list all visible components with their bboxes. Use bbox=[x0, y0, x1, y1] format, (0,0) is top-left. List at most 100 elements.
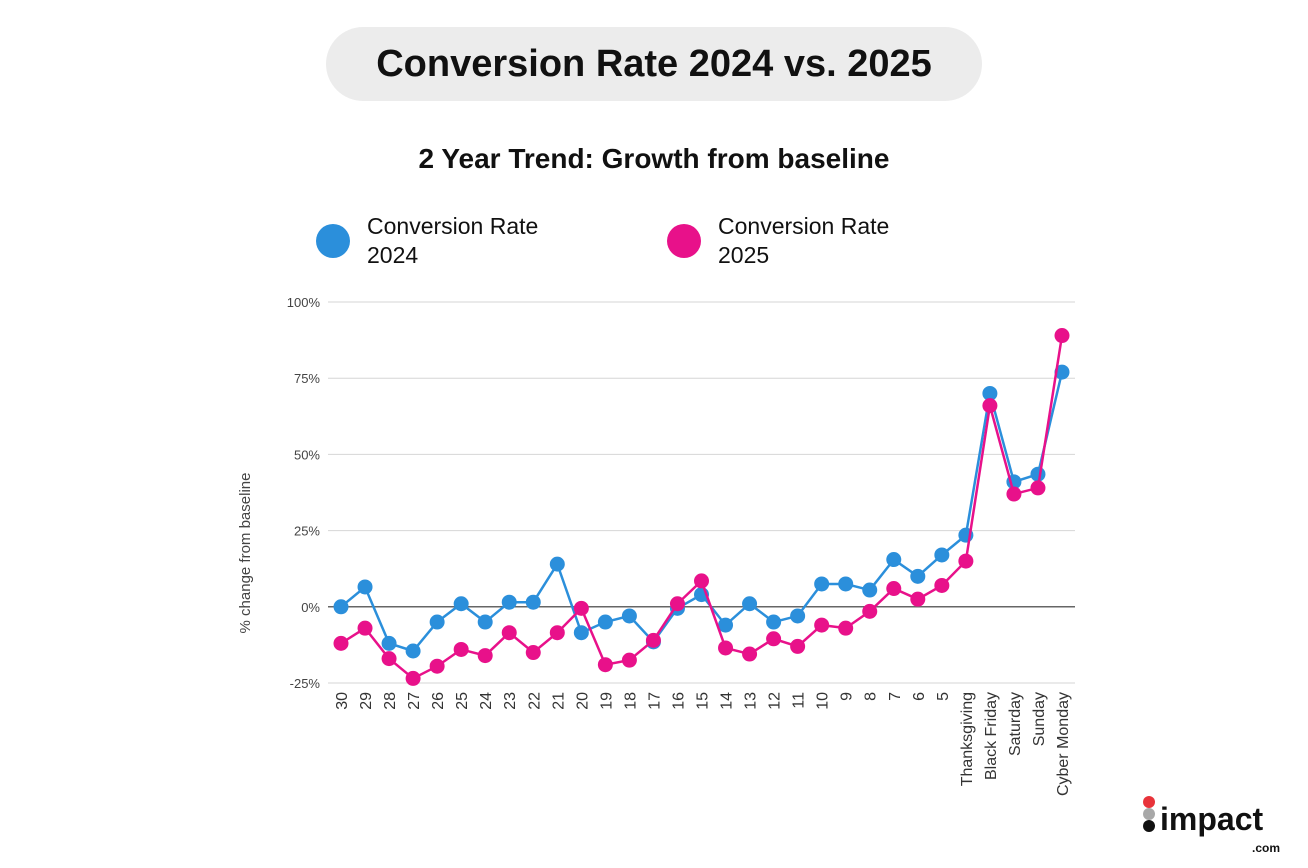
data-point-2025 bbox=[742, 646, 758, 662]
data-point-2025 bbox=[381, 651, 397, 667]
data-point-2025 bbox=[453, 641, 469, 657]
x-tick-label: 21 bbox=[550, 692, 567, 710]
data-point-2025 bbox=[645, 632, 661, 648]
data-point-2024 bbox=[597, 614, 613, 630]
x-tick-label: 23 bbox=[502, 692, 519, 710]
data-point-2024 bbox=[838, 576, 854, 592]
data-point-2025 bbox=[621, 652, 637, 668]
data-point-2025 bbox=[525, 645, 541, 661]
x-tick-label: Cyber Monday bbox=[1055, 692, 1072, 796]
data-point-2024 bbox=[766, 614, 782, 630]
y-tick-label: -25% bbox=[290, 676, 321, 691]
data-point-2024 bbox=[381, 635, 397, 651]
x-tick-label: 24 bbox=[478, 692, 495, 710]
data-point-2025 bbox=[333, 635, 349, 651]
legend-label-2025: Conversion Rate 2025 bbox=[718, 213, 890, 268]
data-point-2024 bbox=[357, 579, 373, 595]
x-tick-label: 22 bbox=[526, 692, 543, 710]
data-point-2025 bbox=[477, 648, 493, 664]
main-title: Conversion Rate 2024 vs. 2025 bbox=[376, 42, 932, 85]
x-tick-label: 28 bbox=[382, 692, 399, 710]
x-tick-label: 19 bbox=[598, 692, 615, 710]
data-point-2025 bbox=[886, 581, 902, 597]
x-tick-label: 6 bbox=[911, 692, 928, 701]
y-tick-label: 0% bbox=[301, 600, 320, 615]
x-tick-label: 26 bbox=[430, 692, 447, 710]
data-point-2025 bbox=[694, 573, 709, 589]
x-tick-label: 8 bbox=[863, 692, 880, 701]
x-tick-label: 7 bbox=[887, 692, 904, 701]
x-tick-label: 15 bbox=[695, 692, 712, 710]
data-point-2025 bbox=[862, 603, 878, 619]
x-tick-label: 18 bbox=[622, 692, 639, 710]
impact-logo: impact .com bbox=[1140, 796, 1300, 861]
x-tick-label: 5 bbox=[935, 692, 952, 701]
data-point-2025 bbox=[982, 398, 998, 414]
x-tick-label: 11 bbox=[791, 692, 808, 709]
data-point-2025 bbox=[573, 600, 589, 616]
data-point-2025 bbox=[357, 620, 373, 636]
chart-subtitle: 2 Year Trend: Growth from baseline bbox=[418, 143, 890, 174]
data-point-2024 bbox=[718, 617, 734, 633]
x-tick-label: 14 bbox=[719, 692, 736, 710]
x-tick-label: Sunday bbox=[1031, 692, 1048, 746]
data-point-2025 bbox=[1054, 328, 1070, 344]
data-point-2024 bbox=[453, 596, 469, 612]
data-point-2024 bbox=[405, 643, 421, 659]
series-line-2025 bbox=[340, 335, 1064, 680]
data-point-2025 bbox=[910, 591, 926, 607]
data-point-2025 bbox=[597, 657, 613, 673]
data-point-2025 bbox=[814, 617, 830, 633]
data-point-2025 bbox=[429, 658, 445, 674]
data-point-2024 bbox=[333, 599, 349, 615]
data-point-2024 bbox=[573, 625, 589, 641]
data-point-2025 bbox=[1006, 486, 1022, 502]
legend-marker-2024 bbox=[316, 224, 350, 258]
data-point-2025 bbox=[718, 640, 734, 656]
data-point-2025 bbox=[405, 670, 421, 686]
data-point-2024 bbox=[621, 608, 637, 624]
x-tick-label: 17 bbox=[646, 692, 663, 710]
x-tick-label: 9 bbox=[839, 692, 856, 701]
x-tick-label: 10 bbox=[815, 692, 832, 710]
svg-text:impact: impact bbox=[1160, 801, 1263, 837]
data-point-2024 bbox=[501, 594, 517, 610]
data-point-2025 bbox=[501, 625, 517, 641]
y-tick-label: 75% bbox=[294, 371, 320, 386]
series-line-2024 bbox=[340, 371, 1064, 653]
x-tick-label: Black Friday bbox=[983, 692, 1000, 780]
data-point-2025 bbox=[934, 577, 950, 593]
data-point-2024 bbox=[549, 556, 565, 572]
legend-label-2024: Conversion Rate 2024 bbox=[367, 213, 539, 268]
data-point-2024 bbox=[862, 582, 878, 598]
data-point-2024 bbox=[477, 614, 493, 630]
x-tick-label: Saturday bbox=[1007, 692, 1024, 756]
data-point-2025 bbox=[958, 553, 974, 569]
y-tick-label: 25% bbox=[294, 524, 320, 539]
x-tick-label: Thanksgiving bbox=[959, 692, 976, 786]
data-point-2025 bbox=[549, 625, 565, 641]
data-point-2024 bbox=[910, 568, 926, 584]
data-point-2025 bbox=[766, 631, 782, 647]
x-tick-label: 20 bbox=[574, 692, 591, 710]
legend-item-2024: Conversion Rate 2024 bbox=[316, 212, 567, 270]
svg-text:.com: .com bbox=[1252, 841, 1280, 855]
legend-marker-2025 bbox=[667, 224, 701, 258]
x-tick-label: 29 bbox=[358, 692, 375, 710]
data-point-2025 bbox=[669, 596, 685, 612]
x-tick-label: 25 bbox=[454, 692, 471, 710]
data-point-2024 bbox=[814, 576, 830, 592]
chart-title-pill: Conversion Rate 2024 vs. 2025 bbox=[326, 27, 982, 101]
x-tick-label: 30 bbox=[334, 692, 351, 710]
data-point-2024 bbox=[1054, 364, 1070, 380]
legend-item-2025: Conversion Rate 2025 bbox=[667, 212, 918, 270]
x-tick-label: 12 bbox=[767, 692, 784, 710]
data-point-2025 bbox=[838, 620, 854, 636]
data-point-2024 bbox=[525, 594, 541, 610]
data-point-2024 bbox=[934, 547, 950, 563]
x-tick-label: 27 bbox=[406, 692, 423, 710]
data-point-2024 bbox=[982, 385, 998, 401]
data-point-2024 bbox=[742, 596, 758, 612]
data-point-2024 bbox=[1030, 466, 1046, 482]
